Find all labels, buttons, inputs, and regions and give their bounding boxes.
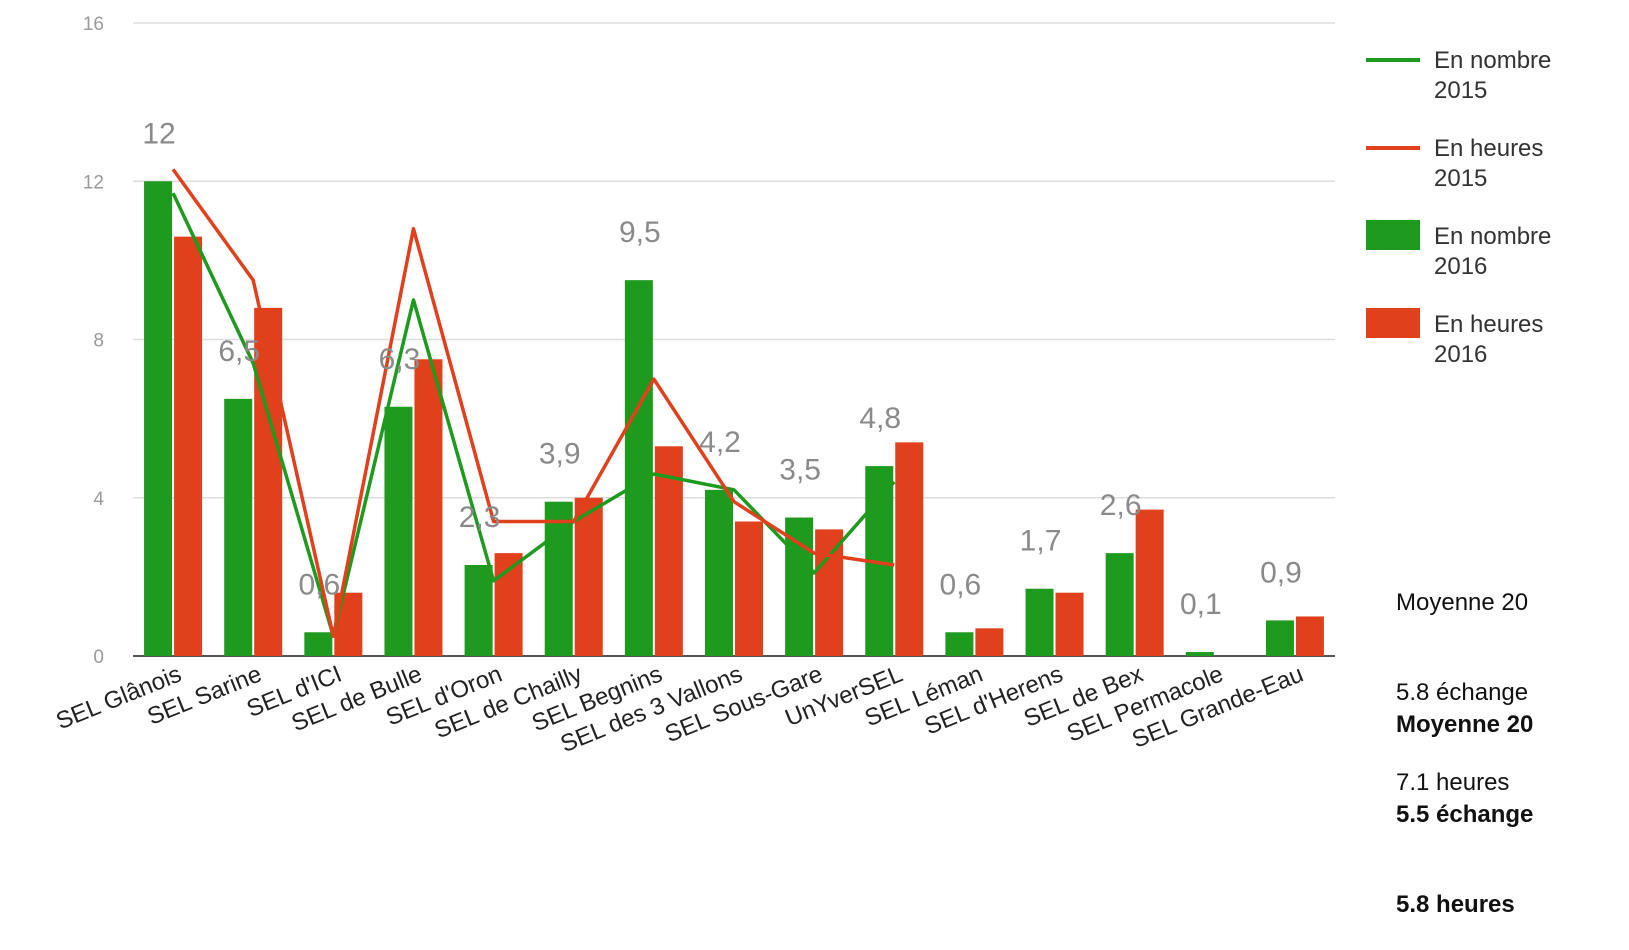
data-label-1: 6,5: [218, 335, 260, 368]
data-label-12: 2,6: [1100, 489, 1142, 522]
note-2015-line-1: Moyenne 20: [1396, 589, 1529, 616]
data-label-13: 0,1: [1180, 588, 1222, 621]
bar-heures-2016-6: [654, 446, 683, 656]
bar-nombre-2016-0: [144, 181, 173, 656]
legend-label-line-1: En nombre: [1434, 223, 1551, 250]
legend-label-en-nombre-2015: En nombre 2015: [1434, 47, 1551, 104]
data-label-9: 4,8: [859, 402, 901, 435]
note-2016-line-1: Moyenne 20: [1396, 711, 1534, 738]
line-heures-2015: [171, 168, 895, 638]
bar-nombre-2016-1: [224, 398, 253, 656]
bar-nombre-2016-10: [945, 632, 974, 656]
data-labels: 12 6,5 0,6 6,3 2,3 3,9 9,5 4,2 3,5 4,8 0,6 1,7 2,6 0,…: [142, 117, 1301, 621]
legend-label-line-1: En heures: [1434, 311, 1543, 338]
legend-label-line-2: 2015: [1434, 77, 1487, 104]
bar-heures-2016-10: [975, 628, 1004, 656]
data-label-2: 0,6: [298, 568, 340, 601]
bar-heures-2016-11: [1055, 592, 1084, 656]
y-tick-16: 16: [83, 14, 104, 35]
legend-label-en-nombre-2016: En nombre 2016: [1434, 223, 1551, 280]
legend-label-en-heures-2015: En heures 2015: [1434, 135, 1543, 192]
bar-nombre-2016-11: [1025, 588, 1054, 656]
data-label-0: 12: [142, 117, 175, 150]
bar-nombre-2016-3: [384, 406, 413, 656]
legend-label-line-2: 2016: [1434, 341, 1487, 368]
bar-heures-2016-9: [895, 442, 924, 656]
legend-label-line-2: 2016: [1434, 253, 1487, 280]
bar-heures-2016-3: [414, 359, 443, 656]
gridlines: [133, 22, 1335, 657]
bar-nombre-2016-14: [1265, 620, 1294, 656]
note-2015-line-3: 7.1 heures: [1396, 769, 1510, 796]
bar-heures-2016-0: [174, 236, 203, 656]
note-average-2016: Moyenne 20 5.5 échange 5.8 heures: [1396, 650, 1533, 950]
legend-label-en-heures-2016: En heures 2016: [1434, 311, 1543, 368]
legend-label-line-1: En heures: [1434, 135, 1543, 162]
y-tick-0: 0: [93, 647, 104, 668]
data-label-3: 6,3: [379, 343, 421, 376]
bars: [144, 181, 1324, 656]
bar-heures-2016-12: [1135, 509, 1164, 656]
data-label-6: 9,5: [619, 216, 661, 249]
bar-heures-2016-1: [254, 307, 283, 656]
data-label-11: 1,7: [1020, 525, 1062, 558]
bar-nombre-2016-13: [1185, 652, 1214, 656]
y-tick-8: 8: [93, 331, 104, 352]
note-2015-line-2: 5.8 échange: [1396, 679, 1529, 706]
data-label-7: 4,2: [699, 426, 741, 459]
legend-label-line-1: En nombre: [1434, 47, 1551, 74]
bar-heures-2016-5: [574, 497, 603, 656]
bar-nombre-2016-7: [705, 489, 733, 656]
bar-nombre-2016-8: [785, 517, 814, 656]
y-tick-12: 12: [83, 172, 104, 193]
bar-nombre-2016-2: [304, 632, 333, 656]
y-tick-4: 4: [93, 489, 104, 510]
series-lines: [171, 168, 896, 638]
bar-nombre-2016-12: [1105, 553, 1134, 656]
note-2016-line-2: 5.5 échange: [1396, 801, 1534, 828]
legend-swatch-en-nombre-2016: [1366, 220, 1420, 250]
bar-nombre-2016-4: [464, 565, 493, 656]
legend-swatch-en-heures-2016: [1366, 308, 1420, 338]
bar-nombre-2016-6: [624, 280, 653, 656]
data-label-10: 0,6: [940, 568, 982, 601]
chart: 0 4 8 12 16 12 6,5 0,6 6,3 2,3 3,9 9,5 4,2 3,5 4,8 0,6…: [52, 14, 1551, 759]
data-label-4: 2,3: [459, 501, 501, 534]
data-label-8: 3,5: [779, 454, 821, 487]
bar-heures-2016-7: [735, 521, 763, 656]
legend-label-line-2: 2015: [1434, 165, 1487, 192]
note-average-2015: Moyenne 20 5.8 échange 7.1 heures: [1396, 528, 1528, 828]
line-nombre-2015: [171, 192, 896, 638]
data-label-5: 3,9: [539, 438, 581, 471]
bar-heures-2016-8: [815, 529, 844, 656]
note-2016-line-3: 5.8 heures: [1396, 891, 1515, 918]
bar-heures-2016-14: [1295, 616, 1324, 656]
y-axis: 0 4 8 12 16: [83, 14, 105, 668]
data-label-14: 0,9: [1260, 556, 1302, 589]
